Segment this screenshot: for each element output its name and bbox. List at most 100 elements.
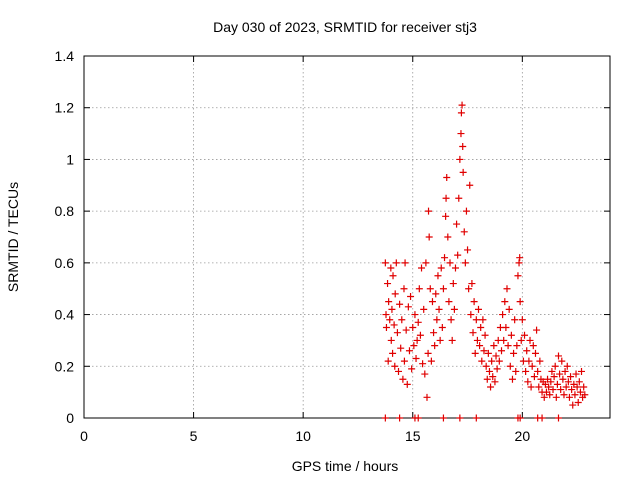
data-point bbox=[412, 355, 420, 363]
data-point bbox=[381, 259, 389, 267]
data-point bbox=[574, 398, 582, 406]
data-point bbox=[560, 391, 568, 399]
data-point bbox=[408, 365, 416, 373]
x-tick-label: 5 bbox=[190, 428, 198, 444]
data-point bbox=[390, 321, 398, 329]
data-point bbox=[580, 383, 588, 391]
data-point bbox=[480, 347, 488, 355]
data-point bbox=[551, 362, 559, 370]
data-point bbox=[435, 305, 443, 313]
data-point bbox=[438, 324, 446, 331]
data-point bbox=[546, 391, 554, 399]
data-point bbox=[477, 324, 485, 331]
x-tick-label: 10 bbox=[295, 428, 311, 444]
data-point bbox=[556, 370, 564, 378]
data-point bbox=[419, 360, 427, 368]
data-point bbox=[427, 357, 435, 365]
x-axis-label: GPS time / hours bbox=[292, 458, 399, 474]
data-point bbox=[453, 220, 461, 228]
data-point bbox=[404, 303, 412, 311]
data-point bbox=[550, 373, 558, 381]
data-point bbox=[482, 362, 490, 370]
data-point bbox=[414, 414, 422, 422]
y-axis-label: SRMTID / TECUs bbox=[5, 182, 21, 292]
data-point bbox=[525, 357, 533, 365]
data-point bbox=[437, 264, 445, 272]
data-point bbox=[547, 378, 555, 386]
data-point bbox=[526, 336, 534, 344]
data-point bbox=[559, 375, 567, 383]
data-point bbox=[554, 414, 562, 422]
data-point bbox=[420, 305, 428, 313]
data-point bbox=[473, 336, 481, 344]
data-point bbox=[387, 336, 395, 344]
data-point bbox=[422, 259, 430, 267]
data-point bbox=[493, 365, 501, 373]
data-point bbox=[458, 101, 466, 109]
data-point bbox=[391, 290, 399, 298]
data-point bbox=[467, 311, 475, 319]
data-point bbox=[382, 311, 390, 319]
data-point bbox=[454, 251, 462, 259]
data-point bbox=[548, 367, 556, 375]
data-point bbox=[387, 264, 395, 272]
data-point bbox=[425, 233, 433, 241]
data-point bbox=[533, 326, 541, 334]
data-point bbox=[552, 393, 560, 401]
data-point bbox=[508, 375, 516, 383]
data-point bbox=[423, 393, 431, 401]
data-point bbox=[424, 349, 432, 357]
data-point bbox=[405, 347, 413, 355]
data-point bbox=[565, 393, 573, 401]
data-point bbox=[391, 362, 399, 370]
data-point bbox=[400, 285, 408, 293]
data-point bbox=[462, 207, 470, 215]
data-point bbox=[483, 375, 491, 383]
y-tick-label: 1.4 bbox=[55, 48, 75, 64]
data-point bbox=[460, 228, 468, 236]
data-point bbox=[457, 109, 465, 117]
data-point bbox=[530, 373, 538, 381]
data-point bbox=[553, 380, 561, 388]
y-tick-label: 0.4 bbox=[55, 307, 75, 323]
data-point bbox=[513, 342, 521, 350]
data-point bbox=[430, 329, 438, 337]
data-point bbox=[516, 254, 524, 262]
data-point bbox=[524, 378, 532, 386]
data-point bbox=[489, 373, 497, 381]
data-point bbox=[449, 280, 457, 288]
data-point bbox=[416, 331, 424, 339]
data-point bbox=[575, 378, 583, 386]
data-point bbox=[399, 375, 407, 383]
data-point bbox=[563, 362, 571, 370]
data-point bbox=[492, 352, 500, 360]
data-point bbox=[490, 342, 498, 350]
data-point bbox=[472, 316, 480, 324]
data-point bbox=[448, 336, 456, 344]
data-point bbox=[400, 357, 408, 365]
data-point bbox=[384, 357, 392, 365]
data-point bbox=[457, 130, 465, 138]
data-point bbox=[393, 329, 401, 337]
data-point bbox=[386, 316, 394, 324]
data-point bbox=[421, 370, 429, 378]
data-point bbox=[561, 367, 569, 375]
data-point bbox=[481, 331, 489, 339]
data-point bbox=[441, 254, 449, 262]
data-point bbox=[510, 349, 518, 357]
data-point bbox=[396, 300, 404, 308]
data-point bbox=[388, 305, 396, 313]
data-point bbox=[450, 305, 458, 313]
data-point bbox=[549, 386, 557, 394]
data-point bbox=[447, 316, 455, 324]
data-point bbox=[443, 174, 451, 182]
data-point bbox=[498, 347, 506, 355]
data-point bbox=[528, 362, 536, 370]
data-point bbox=[439, 414, 447, 422]
data-point bbox=[504, 342, 512, 350]
data-point bbox=[522, 367, 530, 375]
data-point bbox=[564, 378, 572, 386]
data-point bbox=[469, 329, 477, 337]
data-point bbox=[578, 367, 586, 375]
